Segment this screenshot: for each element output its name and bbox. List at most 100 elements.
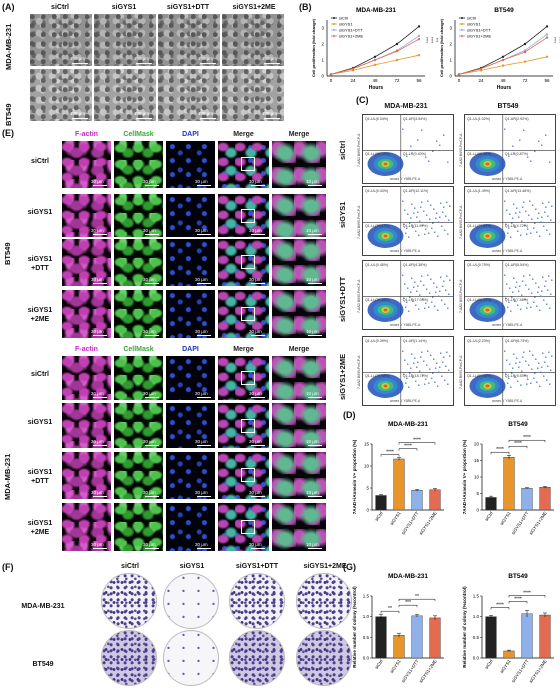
- event-dot: [447, 161, 449, 163]
- event-dot: [441, 299, 443, 301]
- event-dot: [444, 303, 446, 305]
- y-tick-label: 1.0: [363, 614, 370, 619]
- row-label-bt: BT549: [4, 103, 13, 126]
- zoom-image: 10 μm: [272, 194, 326, 237]
- event-dot: [441, 225, 443, 227]
- event-dot: [431, 227, 433, 229]
- event-dot: [416, 290, 418, 292]
- event-dot: [516, 357, 518, 359]
- quadrant-label: Q1-LL(78.38%): [365, 298, 390, 303]
- event-dot: [406, 377, 408, 379]
- event-dot: [505, 297, 507, 299]
- event-dot: [536, 305, 538, 307]
- event-dot: [521, 220, 523, 222]
- dish-col-header: siGYS1: [179, 563, 205, 570]
- event-dot: [533, 227, 535, 229]
- event-dot: [534, 150, 536, 152]
- event-dot: [514, 300, 516, 302]
- fluorescence-image: 30 μm: [166, 239, 215, 286]
- event-dot: [521, 294, 523, 296]
- event-dot: [527, 302, 529, 304]
- event-dot: [437, 309, 439, 311]
- event-dot: [432, 296, 434, 298]
- event-dot: [432, 150, 434, 152]
- y-tick-label: 0.5: [473, 635, 480, 640]
- bar: [485, 497, 497, 511]
- quadrant-label: Q1-UR(3.54%): [402, 117, 427, 121]
- data-point: [395, 50, 399, 53]
- y-axis-label: 7-AAD B695-PerCP-A: [459, 205, 463, 240]
- phase-contrast-image: 100 μm: [30, 14, 92, 66]
- scale-bar-label: 30 μm: [91, 490, 104, 495]
- col-header: siGYS1+DTT: [166, 4, 210, 11]
- event-dot: [428, 232, 430, 234]
- phase-contrast-image: 100 μm: [94, 14, 156, 66]
- event-dot: [416, 216, 418, 218]
- y-tick-label: 0: [449, 74, 452, 79]
- event-dot: [436, 362, 438, 364]
- event-dot: [530, 160, 532, 162]
- scale-bar-label: 30 μm: [249, 391, 262, 396]
- event-dot: [527, 228, 529, 230]
- scale-bar: [145, 445, 159, 446]
- event-dot: [511, 296, 513, 298]
- x-tick-label: 48: [372, 78, 378, 83]
- cell-line-label-mda: MDA-MB-231: [3, 453, 12, 500]
- quadrant-label: Q1-LR(4.72%): [504, 224, 528, 229]
- data-point: [373, 55, 377, 58]
- fluorescence-image: 30 μm: [62, 503, 111, 551]
- event-dot: [532, 354, 534, 356]
- quadrant-label: Q1-LL(95.72%): [365, 152, 390, 157]
- event-dot: [430, 278, 432, 280]
- event-dot: [515, 286, 517, 288]
- fluorescence-image: 30 μm: [62, 356, 111, 400]
- scale-bar: [308, 234, 322, 235]
- y-tick-label: 1.0: [473, 614, 480, 619]
- event-dot: [436, 140, 438, 142]
- event-dot: [410, 367, 412, 369]
- event-dot: [403, 223, 405, 225]
- scale-bar: [93, 445, 107, 446]
- event-dot: [518, 216, 520, 218]
- chart-title: BT549: [508, 573, 528, 580]
- quadrant-label: Q1-UR(2.92%): [504, 117, 529, 121]
- bar: [539, 487, 551, 511]
- scale-bar-label: 30 μm: [195, 391, 208, 396]
- event-dot: [412, 226, 414, 228]
- event-dot: [448, 369, 450, 371]
- event-dot: [524, 298, 526, 300]
- event-dot: [539, 309, 541, 311]
- quadrant-label: Q1-LL(79.98%): [365, 374, 390, 379]
- quadrant-label: Q1-UL(2.23%): [467, 339, 491, 343]
- fluorescence-image: 30 μm: [218, 356, 269, 400]
- event-dot: [550, 369, 552, 371]
- scale-bar: [145, 185, 159, 186]
- event-dot: [429, 292, 431, 294]
- event-dot: [543, 299, 545, 301]
- quadrant-label: Q1-UL(0.75%): [467, 263, 491, 267]
- event-dot: [416, 366, 418, 368]
- legend-label: siCtrl: [339, 16, 348, 21]
- scale-bar-label: 30 μm: [143, 277, 156, 282]
- significance-mark: ****: [553, 36, 558, 43]
- event-dot: [537, 367, 539, 369]
- scale-bar: [197, 283, 211, 284]
- event-dot: [522, 206, 524, 208]
- legend-marker: [461, 29, 463, 31]
- event-dot: [412, 300, 414, 302]
- scale-bar-label: 30 μm: [91, 179, 104, 184]
- event-dot: [426, 364, 428, 366]
- event-dot: [529, 274, 531, 276]
- x-tick-label: siGYS1: [389, 658, 402, 674]
- event-dot: [417, 211, 419, 213]
- event-dot: [528, 288, 530, 290]
- significance-mark: ***: [405, 600, 411, 606]
- fluorescence-image: 30 μm: [166, 503, 215, 551]
- event-dot: [408, 386, 410, 388]
- fluorescence-image: 30 μm: [218, 141, 269, 188]
- event-dot: [446, 351, 448, 353]
- data-point: [545, 33, 549, 36]
- event-dot: [421, 129, 423, 131]
- event-dot: [523, 275, 525, 277]
- data-point: [523, 42, 527, 46]
